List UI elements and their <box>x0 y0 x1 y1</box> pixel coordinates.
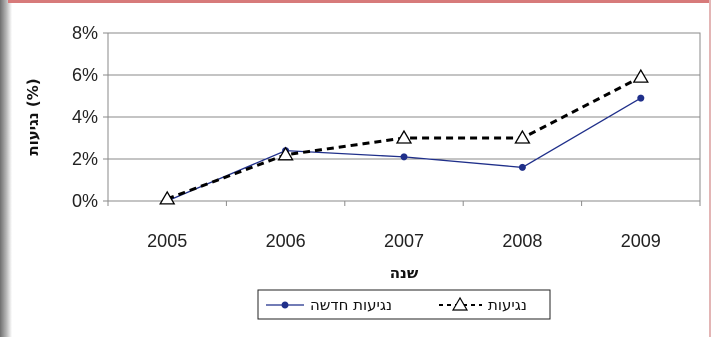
data-point <box>637 94 645 102</box>
series-infection <box>159 68 649 205</box>
right-border <box>709 0 711 337</box>
data-point <box>277 146 294 161</box>
y-axis-ticks: 0% 2% 4% 6% 8% <box>72 23 108 211</box>
legend: נגיעות חדשה נגיעות <box>257 289 551 320</box>
data-point <box>400 153 408 161</box>
y-tick-label: 2% <box>72 149 98 169</box>
x-axis-ticks: 2005 2006 2007 2008 2009 <box>107 201 701 251</box>
legend-label: נגיעות <box>488 296 527 314</box>
data-point <box>395 129 413 144</box>
legend-label: נגיעות חדשה <box>310 296 392 314</box>
legend-box <box>257 289 551 320</box>
data-point <box>518 163 526 171</box>
data-point <box>159 190 176 205</box>
y-tick-label: 6% <box>72 65 98 85</box>
x-tick-label: 2009 <box>621 231 661 251</box>
y-tick-label: 8% <box>72 23 98 43</box>
x-tick-label: 2005 <box>147 231 187 251</box>
y-axis-label: נגיעות (%) <box>24 78 42 155</box>
x-tick-label: 2008 <box>502 231 542 251</box>
x-axis-label: שנה <box>390 264 419 282</box>
left-edge-shadow <box>0 0 12 337</box>
legend-swatch-marker <box>281 301 289 309</box>
data-point <box>514 129 531 144</box>
series-layer <box>159 68 649 205</box>
data-point <box>632 68 649 83</box>
top-border <box>8 0 711 3</box>
series-line <box>166 97 642 202</box>
x-tick-label: 2007 <box>384 231 424 251</box>
legend-swatch-marker <box>451 296 469 311</box>
y-tick-label: 4% <box>72 107 98 127</box>
y-tick-label: 0% <box>72 191 98 211</box>
x-tick-label: 2006 <box>266 231 306 251</box>
